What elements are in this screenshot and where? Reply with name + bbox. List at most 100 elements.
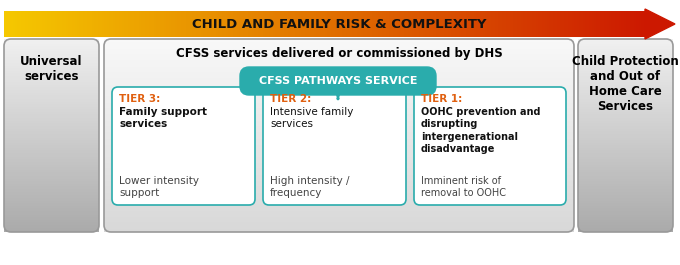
Bar <box>158 11 160 37</box>
Bar <box>578 68 673 70</box>
Bar <box>4 223 99 224</box>
Bar <box>4 169 99 170</box>
Bar <box>104 103 574 105</box>
Bar <box>104 210 574 211</box>
Bar <box>4 151 99 152</box>
Bar <box>104 229 574 231</box>
Text: Intensive family
services: Intensive family services <box>270 107 354 129</box>
Bar <box>4 185 99 187</box>
Bar <box>566 11 568 37</box>
Bar <box>104 196 574 197</box>
Bar <box>575 11 577 37</box>
Bar <box>578 126 673 128</box>
Bar <box>104 130 574 132</box>
Bar <box>292 11 295 37</box>
Bar <box>104 135 574 137</box>
Bar <box>578 148 673 150</box>
Bar <box>104 58 574 60</box>
Bar <box>348 11 351 37</box>
Bar <box>117 11 120 37</box>
Bar <box>493 11 496 37</box>
Bar <box>4 74 99 76</box>
Bar <box>104 184 574 186</box>
Bar <box>104 212 574 214</box>
Bar <box>4 130 99 132</box>
Bar <box>578 117 673 119</box>
Bar <box>269 11 272 37</box>
Bar <box>641 11 643 37</box>
Bar <box>4 53 99 54</box>
Bar <box>578 136 673 138</box>
Bar <box>573 11 575 37</box>
Bar <box>318 11 321 37</box>
Bar <box>508 11 511 37</box>
Text: CFSS services delivered or commissioned by DHS: CFSS services delivered or commissioned … <box>175 47 503 60</box>
Bar <box>578 45 673 47</box>
Bar <box>429 11 432 37</box>
Bar <box>4 107 99 108</box>
Bar <box>104 194 574 196</box>
Bar <box>141 11 143 37</box>
Bar <box>4 156 99 157</box>
Bar <box>521 11 524 37</box>
Bar <box>104 207 574 209</box>
Bar <box>4 51 99 53</box>
Bar <box>279 11 282 37</box>
Bar <box>4 217 99 219</box>
Bar <box>186 11 188 37</box>
Bar <box>87 11 90 37</box>
Bar <box>4 86 99 88</box>
Bar <box>4 60 99 62</box>
Bar <box>346 11 349 37</box>
Bar <box>104 67 574 69</box>
Bar <box>553 11 556 37</box>
Bar <box>222 11 224 37</box>
Bar <box>459 11 462 37</box>
Bar <box>104 157 574 159</box>
Bar <box>326 11 329 37</box>
Bar <box>4 85 99 87</box>
Bar <box>578 81 673 83</box>
Bar <box>104 64 574 66</box>
Text: OOHC prevention and
disrupting
intergenerational
disadvantage: OOHC prevention and disrupting intergene… <box>421 107 541 154</box>
Bar <box>104 175 574 177</box>
Bar <box>578 139 673 141</box>
Bar <box>578 216 673 218</box>
Bar <box>578 42 673 44</box>
Bar <box>578 105 673 107</box>
Bar <box>478 11 481 37</box>
Bar <box>4 153 99 155</box>
Bar <box>104 176 574 178</box>
Bar <box>104 180 574 182</box>
Bar <box>393 11 396 37</box>
Bar <box>301 11 304 37</box>
Bar <box>483 11 486 37</box>
Bar <box>228 11 231 37</box>
Bar <box>578 89 673 90</box>
Bar <box>104 151 574 152</box>
Bar <box>104 149 574 151</box>
Bar <box>104 205 574 206</box>
Bar <box>564 11 566 37</box>
Bar <box>262 11 265 37</box>
Bar <box>180 11 182 37</box>
Bar <box>578 64 673 66</box>
Bar <box>104 104 574 106</box>
Bar <box>416 11 419 37</box>
Bar <box>578 78 673 80</box>
Bar <box>104 178 574 179</box>
Bar <box>578 53 673 54</box>
Bar <box>233 11 235 37</box>
Bar <box>104 77 574 79</box>
Bar <box>154 11 156 37</box>
Bar <box>350 11 353 37</box>
Bar <box>578 50 673 52</box>
Bar <box>4 171 99 173</box>
Bar <box>25 11 28 37</box>
Bar <box>209 11 212 37</box>
Bar <box>578 211 673 213</box>
Bar <box>4 201 99 202</box>
Bar <box>104 153 574 155</box>
Bar <box>4 148 99 150</box>
Bar <box>4 225 99 227</box>
